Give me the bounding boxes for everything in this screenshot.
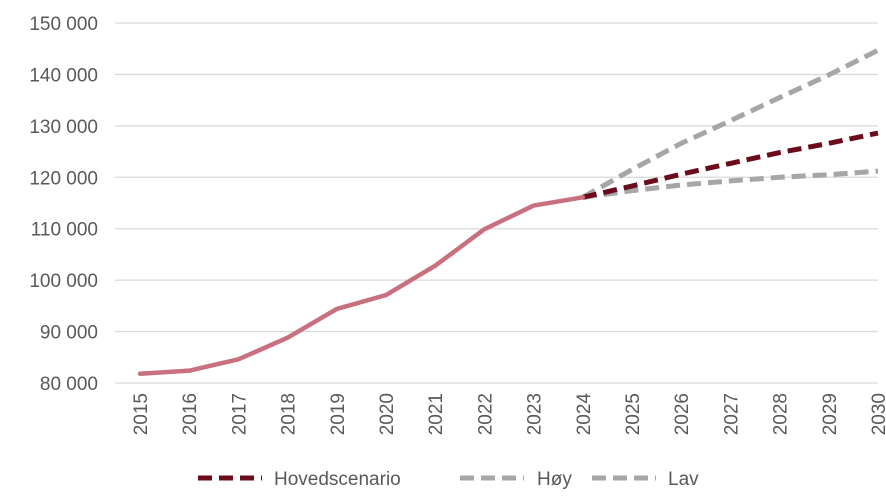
y-axis-tick-labels: 80 000 90 000 100 000 110 000 120 000 130 000… [29, 14, 98, 395]
gridlines [115, 22, 878, 384]
x-tick-label: 2024 [574, 393, 595, 436]
y-tick-label: 130 000 [29, 117, 98, 138]
legend: Hovedscenario Høy Lav [198, 469, 699, 490]
x-tick-label: 2021 [426, 393, 447, 435]
legend-item-lav: Lav [592, 469, 699, 490]
x-tick-label: 2029 [820, 393, 841, 435]
x-tick-label: 2015 [131, 393, 152, 435]
y-tick-label: 110 000 [31, 220, 98, 241]
x-tick-label: 2023 [525, 393, 546, 435]
series-line-lav [582, 168, 879, 200]
series-line-hovedscenario [582, 130, 879, 200]
x-tick-label: 2027 [721, 393, 742, 435]
y-tick-label: 100 000 [29, 271, 98, 292]
x-tick-label: 2016 [180, 393, 201, 435]
y-tick-label: 140 000 [29, 65, 98, 86]
x-tick-label: 2022 [475, 393, 496, 435]
y-tick-label: 150 000 [29, 14, 98, 35]
legend-label: Hovedscenario [274, 469, 401, 490]
series-line-historical [137, 195, 586, 376]
x-tick-label: 2019 [328, 393, 349, 435]
x-tick-label: 2017 [229, 393, 250, 435]
x-axis-tick-labels: 2015 2016 2017 2018 2019 2020 2021 2022 2023 2024… [131, 393, 886, 436]
x-tick-label: 2020 [377, 393, 398, 435]
y-tick-label: 120 000 [29, 168, 98, 189]
y-tick-label: 90 000 [40, 323, 98, 344]
x-tick-label: 2025 [623, 393, 644, 435]
x-tick-label: 2028 [771, 393, 792, 435]
x-tick-label: 2026 [672, 393, 693, 435]
legend-item-høy: Høy [460, 469, 572, 490]
y-tick-label: 80 000 [40, 374, 98, 395]
x-tick-label: 2030 [869, 393, 886, 435]
legend-label: Høy [537, 469, 572, 490]
series-line-høy [581, 48, 880, 200]
series-lines [137, 48, 880, 376]
legend-item-hovedscenario: Hovedscenario [198, 469, 401, 490]
legend-label: Lav [668, 469, 699, 490]
x-tick-label: 2018 [279, 393, 300, 435]
